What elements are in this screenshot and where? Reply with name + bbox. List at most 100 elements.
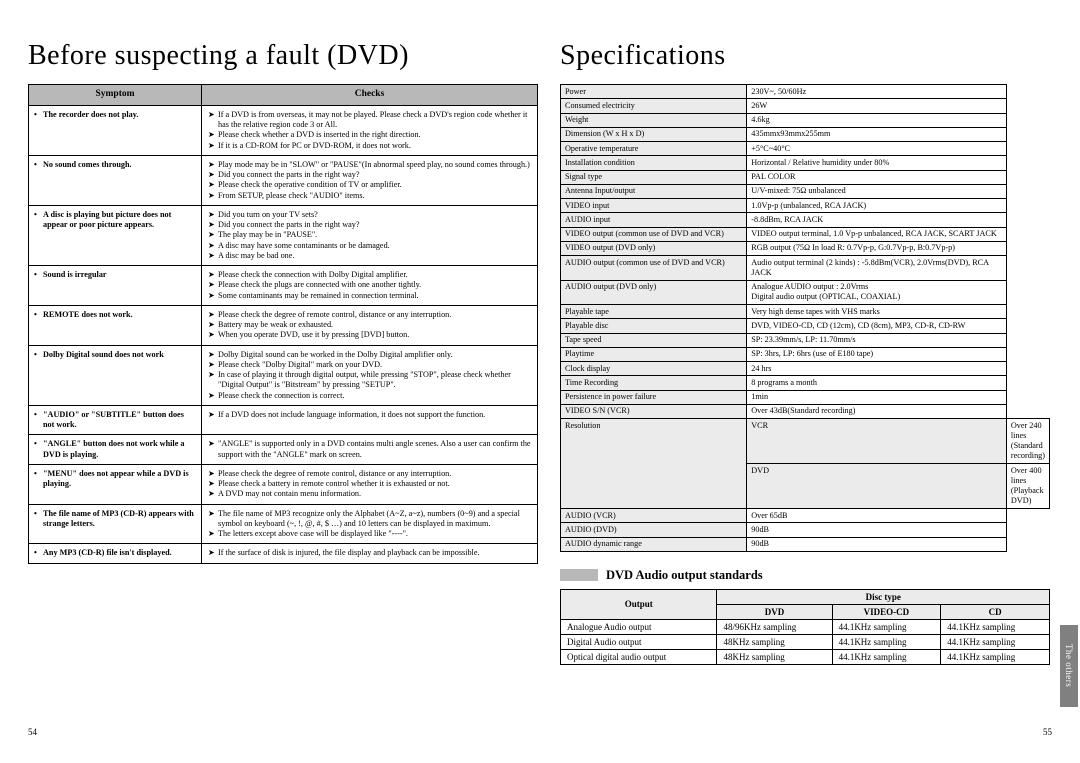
checks-cell: ➤If the surface of disk is injured, the … xyxy=(202,544,538,563)
spec-label: Resolution xyxy=(561,419,747,509)
spec-value: 90dB xyxy=(747,523,1007,537)
output-value: 48KHz sampling xyxy=(717,634,832,649)
spec-value: Analogue AUDIO output : 2.0VrmsDigital a… xyxy=(747,280,1007,305)
spec-value: DVD, VIDEO-CD, CD (12cm), CD (8cm), MP3,… xyxy=(747,319,1007,333)
spec-label: Signal type xyxy=(561,170,747,184)
spec-value: +5°C~40°C xyxy=(747,142,1007,156)
spec-value: U/V-mixed: 75Ω unbalanced xyxy=(747,184,1007,198)
spec-value: 1.0Vp-p (unbalanced, RCA JACK) xyxy=(747,199,1007,213)
spec-value: SP: 3hrs, LP: 6hrs (use of E180 tape) xyxy=(747,347,1007,361)
checks-cell: ➤Play mode may be in "SLOW" or "PAUSE"(I… xyxy=(202,155,538,205)
spec-label: Power xyxy=(561,85,747,99)
symptom-cell: REMOTE does not work. xyxy=(29,305,202,345)
left-page: Before suspecting a fault (DVD) Symptom … xyxy=(28,40,538,564)
spec-label: Antenna Input/output xyxy=(561,184,747,198)
th-symptom: Symptom xyxy=(29,85,202,106)
spec-value: Over 400 lines (Playback DVD) xyxy=(1006,464,1049,509)
output-value: 44.1KHz sampling xyxy=(832,619,941,634)
spec-label: Playable tape xyxy=(561,305,747,319)
spec-label: VIDEO S/N (VCR) xyxy=(561,404,747,418)
symptom-cell: Sound is irregular xyxy=(29,266,202,306)
spec-label: Consumed electricity xyxy=(561,99,747,113)
output-value: 44.1KHz sampling xyxy=(941,619,1050,634)
checks-cell: ➤Please check the connection with Dolby … xyxy=(202,266,538,306)
spec-value: Audio output terminal (2 kinds) : -5.8dB… xyxy=(747,256,1007,281)
spec-label: Playable disc xyxy=(561,319,747,333)
th-disctype: Disc type xyxy=(717,589,1050,604)
spec-value: 24 hrs xyxy=(747,362,1007,376)
symptom-cell: The file name of MP3 (CD-R) appears with… xyxy=(29,504,202,544)
side-tab: The others xyxy=(1060,625,1078,707)
output-name: Analogue Audio output xyxy=(561,619,717,634)
spec-value: Over 240 lines (Standard recording) xyxy=(1006,419,1049,464)
output-table: Output Disc type DVDVIDEO-CDCD Analogue … xyxy=(560,589,1050,665)
spec-label: Operative temperature xyxy=(561,142,747,156)
checks-cell: ➤Did you turn on your TV sets?➤Did you c… xyxy=(202,205,538,265)
spec-value: RGB output (75Ω In load R: 0.7Vp-p, G:0.… xyxy=(747,241,1007,255)
spec-value: 90dB xyxy=(747,537,1007,551)
spec-value: 8 programs a month xyxy=(747,376,1007,390)
output-value: 48/96KHz sampling xyxy=(717,619,832,634)
symptom-cell: No sound comes through. xyxy=(29,155,202,205)
symptom-cell: Dolby Digital sound does not work xyxy=(29,345,202,405)
spec-value: -8.8dBm, RCA JACK xyxy=(747,213,1007,227)
spec-label: Installation condition xyxy=(561,156,747,170)
spec-value: Horizontal / Relative humidity under 80% xyxy=(747,156,1007,170)
spec-label: Time Recording xyxy=(561,376,747,390)
spec-value: SP: 23.39mm/s, LP: 11.70mm/s xyxy=(747,333,1007,347)
output-value: 48KHz sampling xyxy=(717,649,832,664)
spec-label: Clock display xyxy=(561,362,747,376)
pagenum-left: 54 xyxy=(28,727,37,737)
spec-value: 435mmx93mmx255mm xyxy=(747,127,1007,141)
fault-table: Symptom Checks The recorder does not pla… xyxy=(28,84,538,564)
spec-label: VIDEO output (DVD only) xyxy=(561,241,747,255)
output-name: Digital Audio output xyxy=(561,634,717,649)
pagenum-right: 55 xyxy=(1043,727,1052,737)
output-value: 44.1KHz sampling xyxy=(832,649,941,664)
th-disc-col: DVD xyxy=(717,604,832,619)
right-page: Specifications Power230V~, 50/60HzConsum… xyxy=(560,40,1050,665)
spec-label: Persistence in power failure xyxy=(561,390,747,404)
symptom-cell: The recorder does not play. xyxy=(29,105,202,155)
spec-label: AUDIO output (DVD only) xyxy=(561,280,747,305)
th-output: Output xyxy=(561,589,717,619)
spec-table: Power230V~, 50/60HzConsumed electricity2… xyxy=(560,84,1050,552)
spec-value: 1min xyxy=(747,390,1007,404)
checks-cell: ➤Please check the degree of remote contr… xyxy=(202,305,538,345)
output-value: 44.1KHz sampling xyxy=(941,649,1050,664)
subheading-text: DVD Audio output standards xyxy=(606,568,763,583)
spec-value: VIDEO output terminal, 1.0 Vp-p unbalanc… xyxy=(747,227,1007,241)
th-disc-col: VIDEO-CD xyxy=(832,604,941,619)
symptom-cell: "MENU" does not appear while a DVD is pl… xyxy=(29,464,202,504)
checks-cell: ➤If a DVD does not include language info… xyxy=(202,405,538,435)
checks-cell: ➤Dolby Digital sound can be worked in th… xyxy=(202,345,538,405)
spec-value: Very high dense tapes with VHS marks xyxy=(747,305,1007,319)
output-value: 44.1KHz sampling xyxy=(941,634,1050,649)
symptom-cell: Any MP3 (CD-R) file isn't displayed. xyxy=(29,544,202,563)
spec-label: AUDIO (DVD) xyxy=(561,523,747,537)
spec-label: AUDIO output (common use of DVD and VCR) xyxy=(561,256,747,281)
symptom-cell: "AUDIO" or "SUBTITLE" button does not wo… xyxy=(29,405,202,435)
right-title: Specifications xyxy=(560,40,1050,72)
spec-label: AUDIO input xyxy=(561,213,747,227)
spec-value: 230V~, 50/60Hz xyxy=(747,85,1007,99)
spec-label: VIDEO output (common use of DVD and VCR) xyxy=(561,227,747,241)
checks-cell: ➤If a DVD is from overseas, it may not b… xyxy=(202,105,538,155)
checks-cell: ➤"ANGLE" is supported only in a DVD cont… xyxy=(202,435,538,465)
spec-sublabel: DVD xyxy=(747,464,1007,509)
spec-value: 4.6kg xyxy=(747,113,1007,127)
spec-label: AUDIO (VCR) xyxy=(561,509,747,523)
subheading-row: DVD Audio output standards xyxy=(560,568,1050,583)
output-name: Optical digital audio output xyxy=(561,649,717,664)
subheading-bar xyxy=(560,569,598,581)
th-checks: Checks xyxy=(202,85,538,106)
checks-cell: ➤The file name of MP3 recognize only the… xyxy=(202,504,538,544)
symptom-cell: "ANGLE" button does not work while a DVD… xyxy=(29,435,202,465)
spec-value: Over 43dB(Standard recording) xyxy=(747,404,1007,418)
spec-label: VIDEO input xyxy=(561,199,747,213)
spec-value: 26W xyxy=(747,99,1007,113)
spec-label: Tape speed xyxy=(561,333,747,347)
spec-label: Weight xyxy=(561,113,747,127)
spec-value: Over 65dB xyxy=(747,509,1007,523)
spec-label: Dimension (W x H x D) xyxy=(561,127,747,141)
